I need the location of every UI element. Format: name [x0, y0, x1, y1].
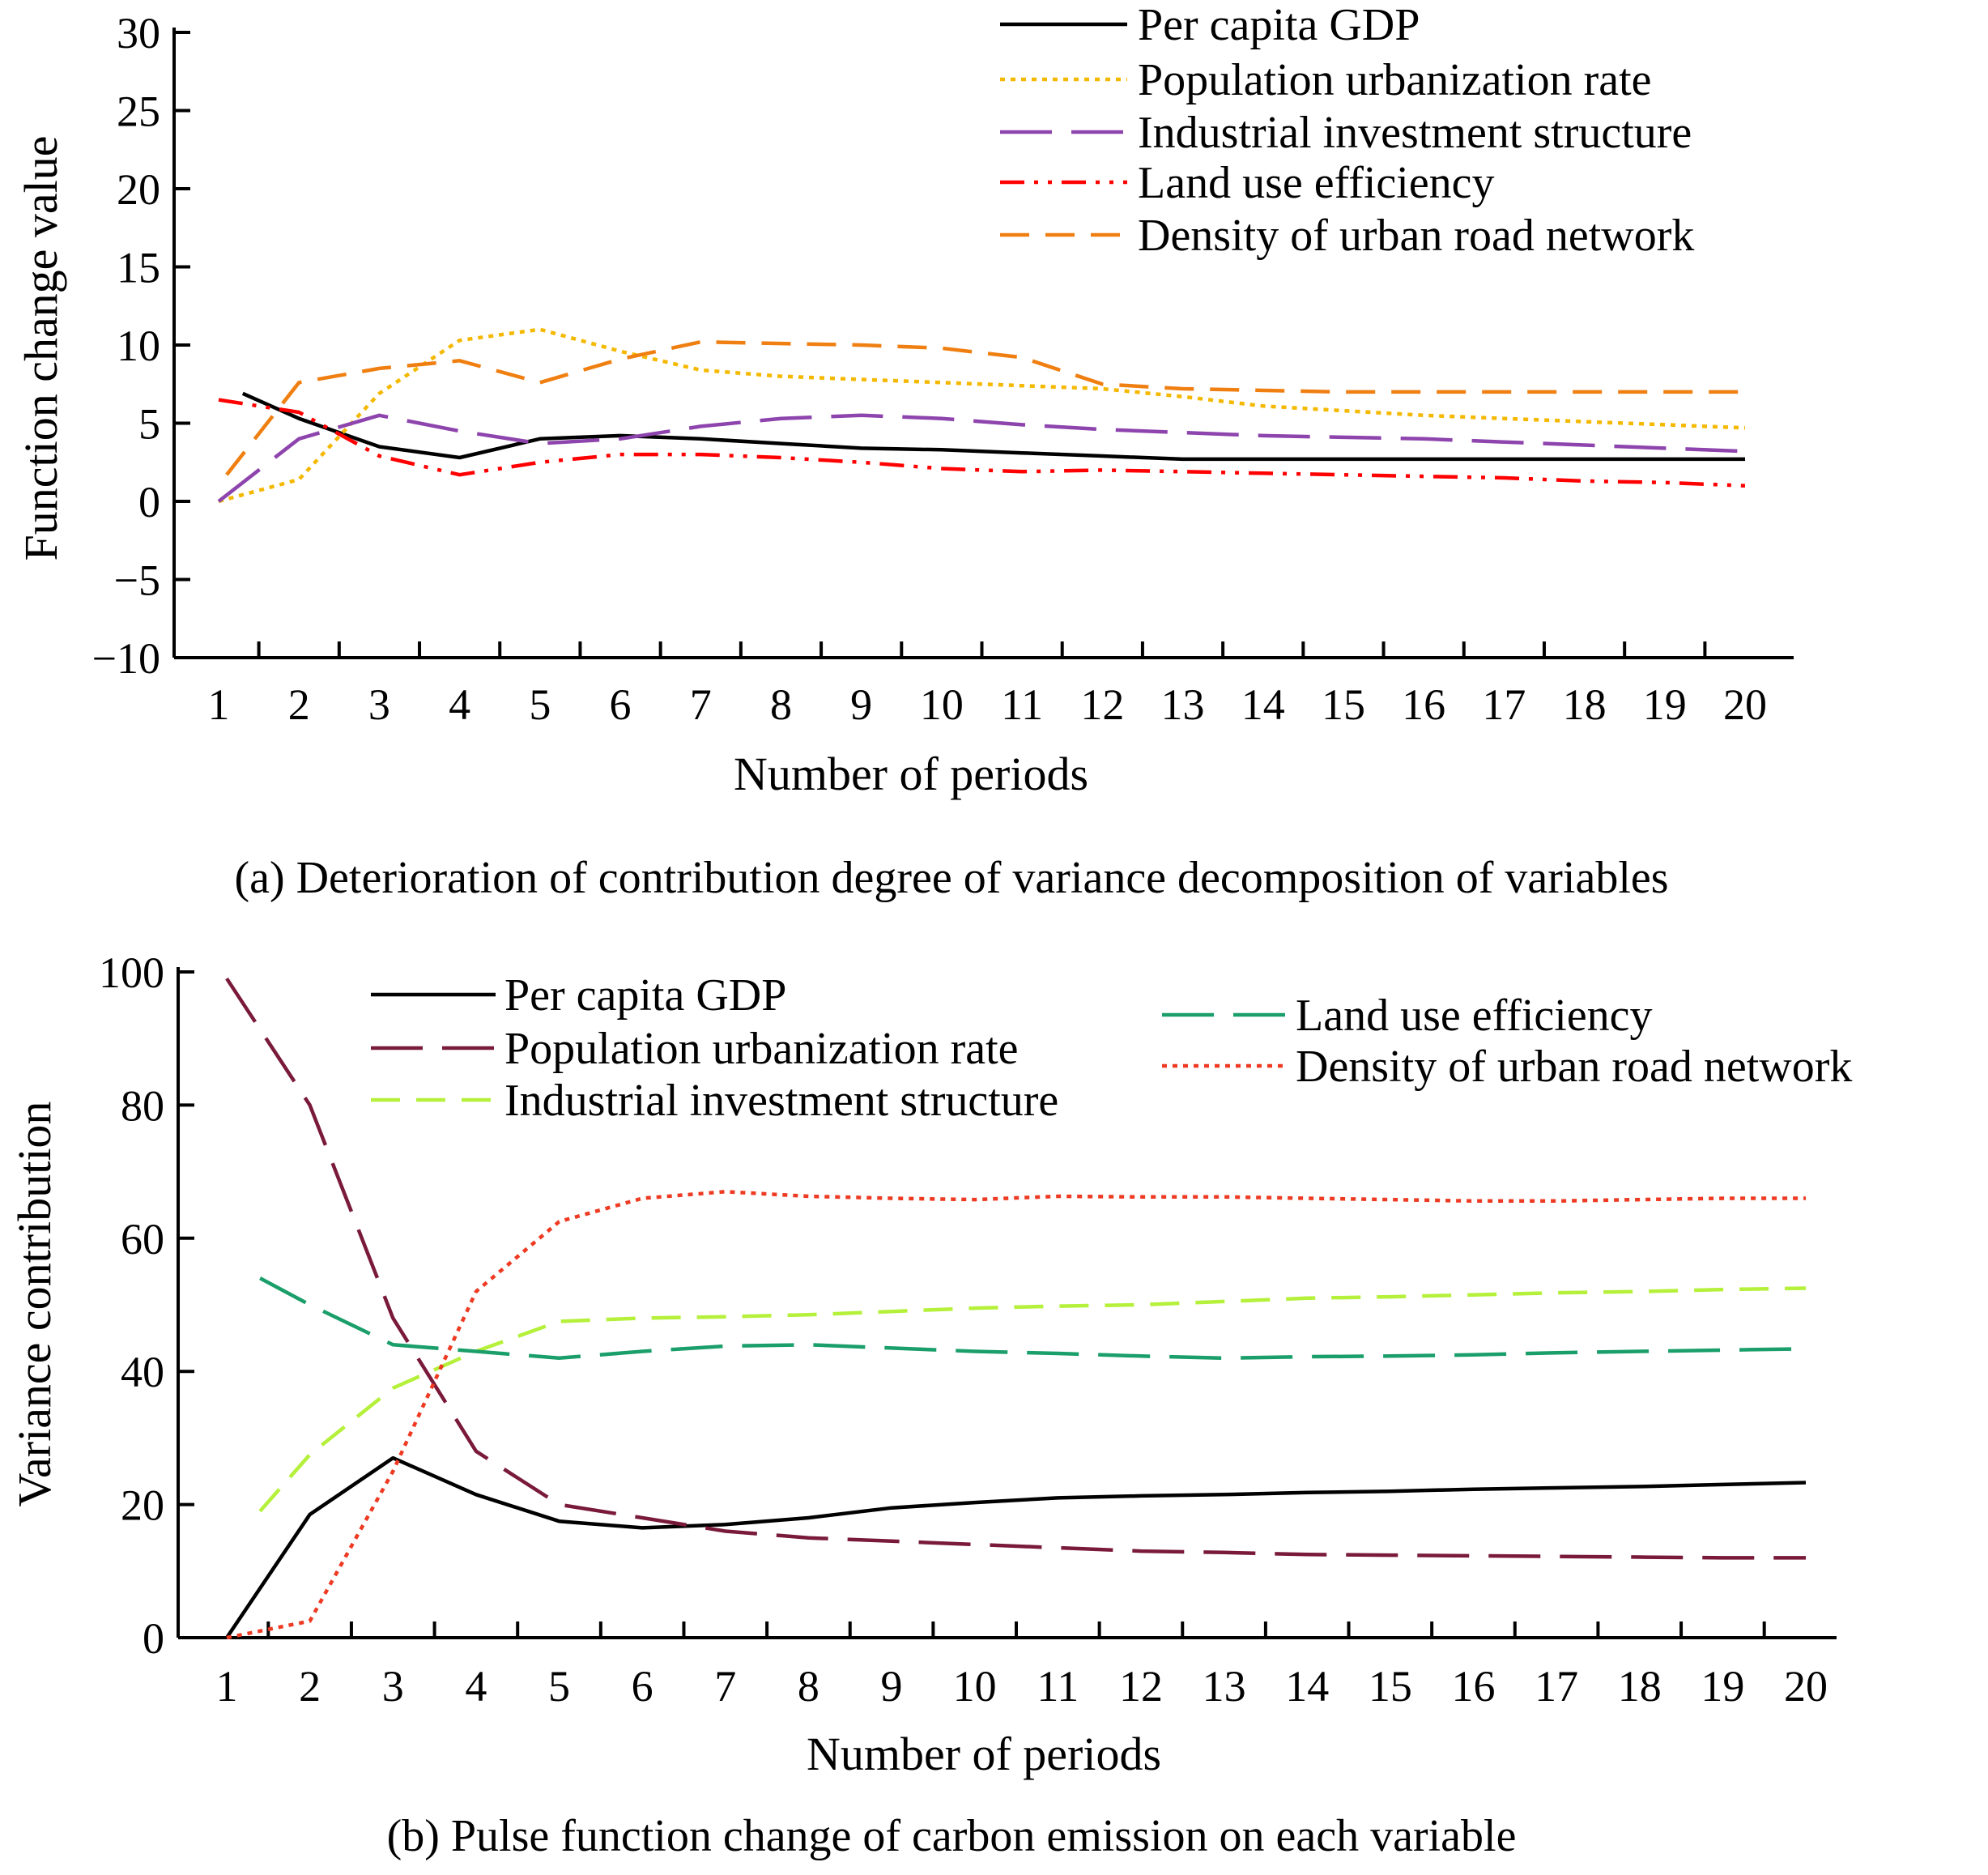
series-line-3 [258, 1286, 1807, 1513]
series-line-2 [218, 327, 1746, 504]
x-tick-label: 7 [690, 680, 712, 729]
x-tick-label: 3 [382, 1662, 404, 1711]
x-tick-label: 4 [449, 680, 470, 729]
series-line-5 [226, 1190, 1806, 1640]
x-tick-label: 11 [1001, 680, 1043, 729]
chart-caption: (b) Pulse function change of carbon emis… [387, 1811, 1517, 1861]
y-tick-label: −5 [114, 556, 160, 605]
x-tick-label: 19 [1643, 680, 1687, 729]
series-line-5 [225, 339, 1745, 476]
series-line-4 [218, 398, 1746, 488]
legend-label: Population urbanization rate [504, 1024, 1018, 1074]
legend-label: Land use efficiency [1138, 158, 1495, 208]
y-tick-label: 25 [117, 87, 160, 136]
y-axis-title: Function change value [15, 135, 67, 560]
x-tick-label: 17 [1482, 680, 1526, 729]
y-tick-label: −10 [92, 634, 160, 683]
x-tick-label: 10 [920, 680, 964, 729]
x-tick-label: 18 [1618, 1662, 1662, 1711]
x-tick-label: 13 [1161, 680, 1205, 729]
x-tick-label: 12 [1080, 680, 1124, 729]
x-tick-label: 2 [288, 680, 310, 729]
legend-label: Industrial investment structure [504, 1076, 1058, 1126]
x-tick-label: 11 [1037, 1662, 1079, 1711]
x-tick-label: 10 [953, 1662, 997, 1711]
chart-caption: (a) Deterioration of contribution degree… [234, 853, 1668, 903]
y-tick-label: 10 [117, 322, 160, 370]
series-line-4 [259, 1276, 1807, 1361]
legend-label: Density of urban road network [1296, 1042, 1852, 1092]
y-axis-title: Variance contribution [8, 1102, 61, 1507]
x-tick-label: 6 [610, 680, 632, 729]
x-tick-label: 5 [529, 680, 551, 729]
x-axis-title: Number of periods [734, 748, 1088, 800]
x-tick-label: 14 [1285, 1662, 1329, 1711]
y-tick-label: 0 [143, 1614, 164, 1663]
legend-label: Population urbanization rate [1138, 55, 1651, 105]
x-tick-label: 12 [1119, 1662, 1163, 1711]
x-tick-label: 13 [1203, 1662, 1246, 1711]
x-tick-label: 18 [1563, 680, 1607, 729]
legend-label: Density of urban road network [1138, 211, 1694, 261]
x-tick-label: 3 [368, 680, 390, 729]
y-tick-label: 100 [99, 948, 164, 997]
y-tick-label: 40 [121, 1348, 164, 1396]
x-tick-label: 19 [1701, 1662, 1744, 1711]
y-tick-label: 20 [117, 165, 160, 214]
series-line-2 [225, 977, 1806, 1560]
x-tick-label: 8 [770, 680, 792, 729]
x-tick-label: 1 [208, 680, 230, 729]
series-line-3 [217, 413, 1746, 503]
x-tick-label: 16 [1451, 1662, 1495, 1711]
y-tick-label: 5 [138, 400, 160, 449]
x-tick-label: 4 [465, 1662, 487, 1711]
x-tick-label: 15 [1322, 680, 1365, 729]
y-tick-label: 20 [121, 1481, 164, 1530]
x-tick-label: 20 [1723, 680, 1767, 729]
y-tick-label: 60 [121, 1215, 164, 1263]
x-tick-label: 1 [216, 1662, 238, 1711]
legend-label: Per capita GDP [1138, 0, 1420, 50]
legend-label: Industrial investment structure [1138, 108, 1692, 158]
x-tick-label: 17 [1535, 1662, 1578, 1711]
legend-label: Per capita GDP [504, 970, 786, 1021]
legend-label: Land use efficiency [1296, 991, 1653, 1041]
y-tick-label: 30 [117, 9, 160, 58]
y-tick-label: 15 [117, 244, 160, 292]
y-tick-label: 0 [138, 478, 160, 526]
x-tick-label: 15 [1369, 1662, 1412, 1711]
y-tick-label: 80 [121, 1081, 164, 1130]
x-tick-label: 14 [1241, 680, 1285, 729]
x-tick-label: 6 [632, 1662, 653, 1711]
series-line-1 [225, 1455, 1807, 1639]
x-tick-label: 9 [881, 1662, 903, 1711]
series-line-1 [241, 391, 1745, 462]
x-axis-title: Number of periods [807, 1728, 1161, 1780]
x-tick-label: 8 [798, 1662, 819, 1711]
x-tick-label: 20 [1784, 1662, 1828, 1711]
x-tick-label: 9 [850, 680, 872, 729]
x-tick-label: 16 [1402, 680, 1445, 729]
x-tick-label: 2 [299, 1662, 321, 1711]
x-tick-label: 5 [548, 1662, 570, 1711]
x-tick-label: 7 [714, 1662, 736, 1711]
